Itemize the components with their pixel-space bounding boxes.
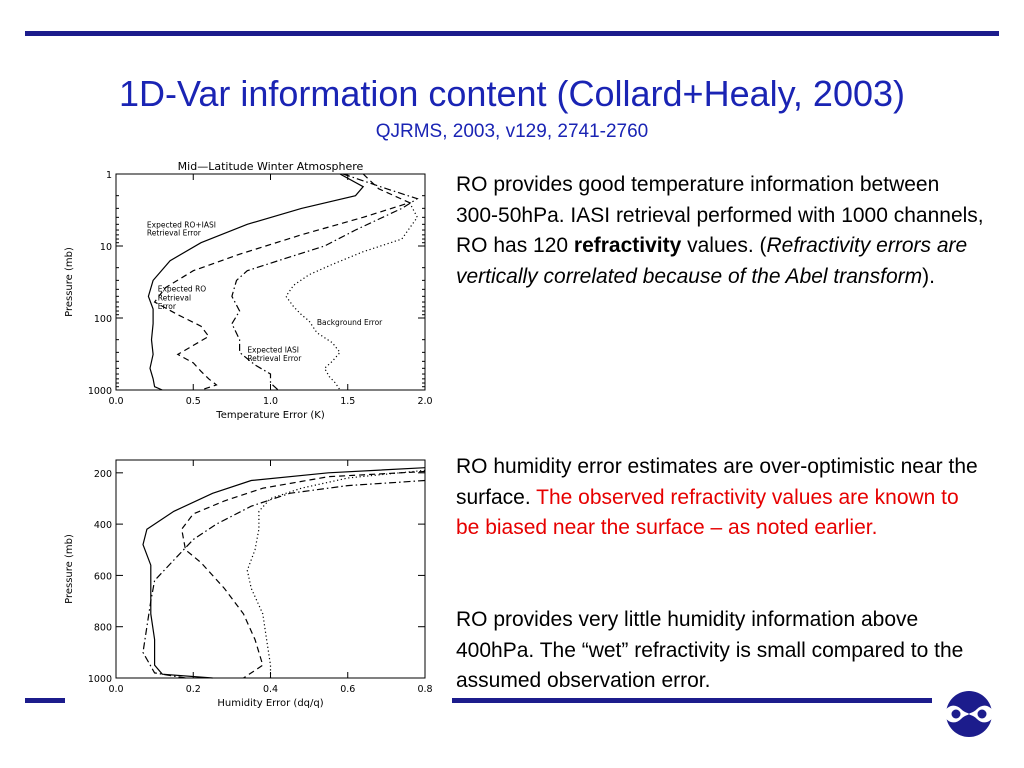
humidity-commentary-text: RO humidity error estimates are over-opt… bbox=[456, 455, 978, 509]
series-line-dotted bbox=[285, 202, 419, 391]
surface-bias-warning: The observed refractivity values are kno… bbox=[456, 485, 959, 540]
y-tick-label: 1 bbox=[106, 170, 112, 181]
humidity-error-chart: 0.0 0.2 0.4 0.6 0.8 200 400 600 800 1000 Humidity … bbox=[60, 455, 445, 710]
abel-transform-note: Refractivity errors are vertically corre… bbox=[456, 234, 968, 288]
x-tick-label: 0.4 bbox=[263, 684, 278, 695]
logo-dot-right bbox=[977, 709, 987, 719]
x-tick-label: 2.0 bbox=[417, 396, 432, 407]
humidity-error-chart-svg: 0.0 0.2 0.4 0.6 0.8 200 400 600 800 1000 Humidity … bbox=[64, 459, 433, 709]
y-axis-label: Pressure (mb) bbox=[64, 247, 75, 317]
curve-annotation: Retrieval Error bbox=[147, 229, 202, 238]
bottom-rule-left bbox=[25, 698, 65, 703]
curve-annotation: Expected IASI bbox=[247, 345, 299, 354]
temperature-error-chart: Mid—Latitude Winter Atmosphere 0.0 0.5 1.0 1… bbox=[60, 152, 445, 430]
x-tick-label: 0.0 bbox=[108, 396, 123, 407]
chart-title: Mid—Latitude Winter Atmosphere bbox=[178, 160, 364, 173]
x-tick-label: 0.5 bbox=[186, 396, 201, 407]
temperature-commentary-text-2: values. ( bbox=[681, 234, 767, 257]
humidity-commentary: RO humidity error estimates are over-opt… bbox=[456, 452, 986, 544]
x-tick-label: 0.2 bbox=[186, 684, 201, 695]
x-axis-label: Temperature Error (K) bbox=[215, 410, 325, 421]
x-tick-label: 1.5 bbox=[340, 396, 355, 407]
y-tick-label: 200 bbox=[94, 469, 112, 480]
temperature-commentary-text-3: ). bbox=[922, 264, 935, 288]
top-rule bbox=[25, 31, 999, 36]
humidity-information-note: RO provides very little humidity informa… bbox=[456, 608, 964, 692]
plot-frame bbox=[115, 459, 426, 679]
series-line-dashed bbox=[153, 173, 412, 391]
curve-annotation: Retrieval Error bbox=[247, 354, 302, 363]
x-tick-label: 1.0 bbox=[263, 396, 278, 407]
y-tick-label: 400 bbox=[94, 520, 112, 531]
temperature-commentary-text-1: RO provides good temperature information… bbox=[456, 173, 984, 257]
y-tick-label: 1000 bbox=[88, 674, 112, 685]
curve-annotation: Background Error bbox=[317, 318, 383, 327]
bottom-rule-right bbox=[452, 698, 932, 703]
slide-title: 1D-Var information content (Collard+Heal… bbox=[118, 73, 906, 114]
logo-dot-left bbox=[951, 709, 961, 719]
series-line-dashdot bbox=[142, 479, 426, 679]
y-tick-label: 600 bbox=[94, 571, 112, 582]
curve-annotation: Error bbox=[158, 302, 177, 311]
series-line-dashdot bbox=[231, 173, 419, 391]
refractivity-bold-text: refractivity bbox=[573, 234, 682, 257]
y-tick-label: 1000 bbox=[88, 386, 112, 397]
ecmwf-logo-icon bbox=[943, 691, 995, 737]
y-tick-label: 100 bbox=[94, 314, 112, 325]
x-tick-label: 0.8 bbox=[417, 684, 432, 695]
series-line-dashed bbox=[181, 470, 426, 679]
x-axis-label: Humidity Error (dq/q) bbox=[217, 698, 323, 709]
curve-annotation: Retrieval bbox=[158, 293, 191, 302]
y-tick-label: 800 bbox=[94, 623, 112, 634]
y-axis-label: Pressure (mb) bbox=[64, 534, 75, 604]
y-tick-label: 10 bbox=[100, 242, 112, 253]
x-tick-label: 0.0 bbox=[108, 684, 123, 695]
series-line-dotted bbox=[246, 469, 426, 678]
series-line-solid bbox=[147, 173, 365, 391]
slide-subtitle: QJRMS, 2003, v129, 2741-2760 bbox=[375, 121, 649, 142]
curve-annotation: Expected RO bbox=[158, 285, 207, 294]
temperature-error-chart-svg: Mid—Latitude Winter Atmosphere 0.0 0.5 1.0 1… bbox=[64, 160, 433, 421]
temperature-commentary: RO provides good temperature information… bbox=[456, 170, 986, 292]
curve-annotation: Expected RO+IASI bbox=[147, 220, 216, 229]
x-tick-label: 0.6 bbox=[340, 684, 355, 695]
series-line-solid bbox=[142, 467, 426, 679]
